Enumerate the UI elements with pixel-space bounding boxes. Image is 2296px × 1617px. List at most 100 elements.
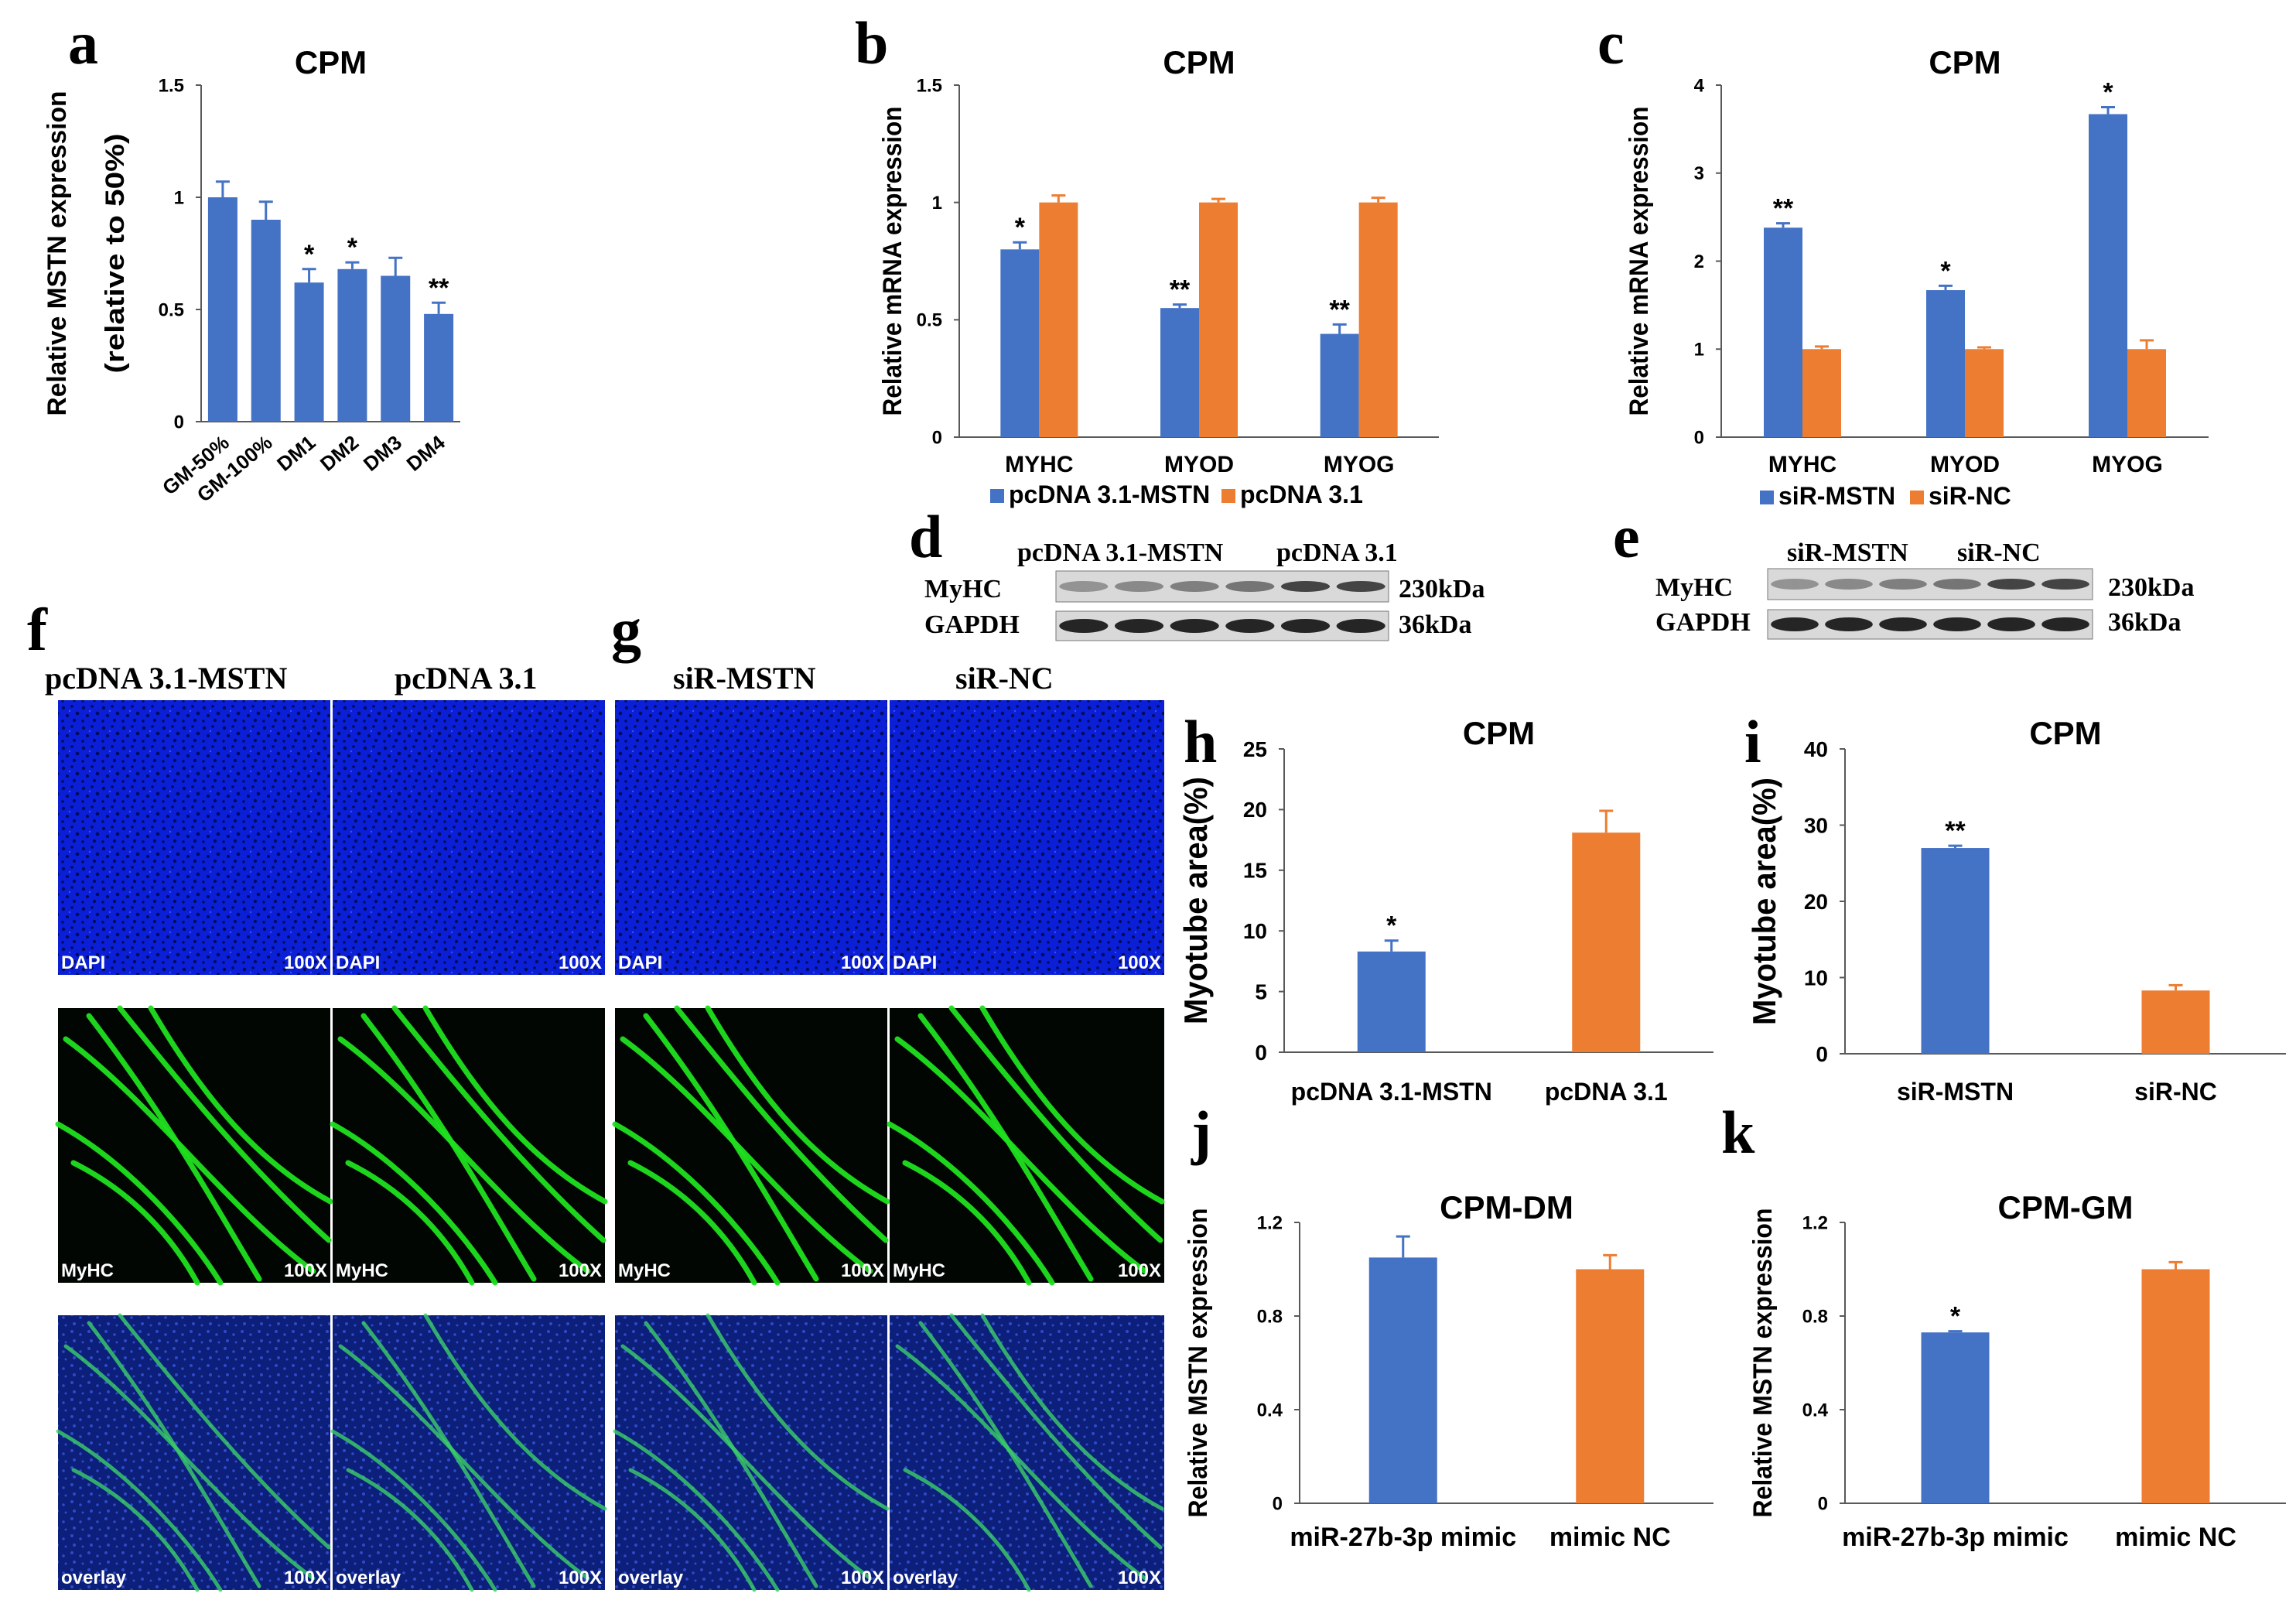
magnification-label: 100X	[841, 952, 884, 973]
significance-marker: **	[1170, 275, 1191, 305]
y-tick-label: 1.5	[159, 75, 184, 96]
molecular-weight-label: 230kDa	[2108, 573, 2194, 602]
y-axis-label: Relative mRNA expression	[1625, 107, 1654, 416]
bar	[1576, 1269, 1645, 1503]
blot-band	[1771, 617, 1819, 631]
x-tick-label: siR-MSTN	[1897, 1078, 2014, 1106]
myotube	[894, 1036, 1148, 1274]
panel-letter: d	[909, 503, 942, 570]
micrograph-image	[890, 1008, 1164, 1283]
blot-band	[1879, 617, 1927, 631]
legend-swatch	[1221, 489, 1235, 503]
bar	[1199, 202, 1238, 437]
y-tick-label: 1.2	[1257, 1212, 1283, 1233]
y-tick-label: 1.2	[1802, 1212, 1828, 1233]
magnification-label: 100X	[559, 1260, 602, 1281]
myotube	[980, 1313, 1164, 1511]
magnification-label: 100X	[841, 1567, 884, 1588]
myotube	[887, 1121, 1055, 1286]
magnification-label: 100X	[1118, 1260, 1161, 1281]
blot-strip	[1055, 570, 1389, 603]
stain-label: DAPI	[336, 952, 380, 973]
myotube	[613, 1429, 780, 1592]
panel-letter: k	[1721, 1099, 1755, 1166]
bar	[1357, 951, 1426, 1052]
micrograph-image	[615, 1315, 887, 1590]
myotube	[895, 1344, 1147, 1581]
myotube-fibers	[55, 1005, 333, 1286]
micrograph-image	[615, 700, 887, 975]
y-tick-label: 15	[1243, 859, 1267, 883]
myotube	[620, 1344, 873, 1581]
chart-title: CPM	[1463, 715, 1535, 751]
x-tick-label: DM4	[402, 430, 450, 476]
bar	[1368, 1257, 1437, 1503]
blot-band	[1225, 619, 1275, 633]
molecular-weight-label: 36kDa	[2108, 608, 2181, 637]
significance-marker: **	[429, 273, 449, 303]
blot-row-label: GAPDH	[924, 610, 1020, 639]
y-tick-label: 3	[1694, 163, 1704, 184]
blot-band	[1114, 581, 1164, 592]
panel-letter: b	[855, 9, 888, 77]
bar	[1764, 227, 1802, 437]
chart-title: CPM-DM	[1440, 1189, 1573, 1226]
blot-group-label: pcDNA 3.1-MSTN	[1017, 538, 1224, 567]
y-tick-label: 10	[1243, 919, 1267, 943]
stain-label: DAPI	[893, 952, 937, 973]
magnification-label: 100X	[559, 952, 602, 973]
y-axis-label: Relative mRNA expression	[878, 107, 907, 416]
micrograph-image	[333, 1315, 605, 1590]
significance-marker: *	[1940, 256, 1951, 285]
significance-marker: **	[1945, 816, 1966, 846]
western-blot-panels: d pcDNA 3.1-MSTN pcDNA 3.1 MyHC 230kDa GAPDH 3…	[909, 503, 2194, 641]
myotube	[330, 1121, 498, 1286]
significance-marker: *	[2103, 77, 2113, 107]
panel-letter: i	[1744, 708, 1761, 775]
significance-marker: *	[304, 240, 315, 269]
chart-k: k CPM-GM 0 0.4 0.8 1.2 Relative MSTN expressio…	[1721, 1099, 2286, 1552]
myotube	[422, 1005, 608, 1205]
y-tick-label: 0	[1694, 427, 1704, 448]
panel-letter: h	[1184, 708, 1217, 775]
micrograph-g: g siR-MSTN DAPI 100X MyHC 100X overlay 100X siR-…	[611, 596, 1165, 1592]
y-tick-label: 0.4	[1257, 1400, 1283, 1420]
panel-letter: a	[68, 9, 98, 77]
magnification-label: 100X	[1118, 952, 1161, 973]
myotube	[337, 1036, 591, 1274]
myotube	[643, 1013, 819, 1282]
stain-label: MyHC	[618, 1260, 671, 1281]
myotube-fibers	[330, 1005, 608, 1286]
y-tick-label: 0.5	[917, 310, 942, 331]
panel-letter: e	[1613, 503, 1640, 570]
blot-band	[2041, 579, 2089, 590]
blot-band	[1280, 581, 1331, 592]
y-tick-label: 1	[1694, 340, 1704, 361]
micrograph-image	[58, 1315, 330, 1590]
stain-label: MyHC	[893, 1260, 945, 1281]
y-tick-label: 0.8	[1802, 1306, 1828, 1327]
blot-band	[1825, 617, 1873, 631]
myotube	[979, 1005, 1165, 1205]
x-tick-label: MYOD	[1164, 452, 1234, 477]
myotube	[620, 1036, 873, 1274]
significance-marker: *	[1386, 911, 1397, 941]
myotube	[56, 1429, 223, 1592]
legend-swatch	[1760, 491, 1774, 504]
myotube	[423, 1313, 607, 1511]
y-axis-label: Relative MSTN expression	[43, 91, 72, 416]
y-axis-label: Myotube area(%)	[1177, 777, 1214, 1024]
bar	[1572, 832, 1641, 1052]
y-tick-label: 0	[174, 412, 184, 432]
y-tick-label: 5	[1255, 979, 1267, 1003]
molecular-weight-label: 36kDa	[1399, 610, 1471, 639]
magnification-label: 100X	[284, 1260, 327, 1281]
blot-band	[1825, 579, 1873, 590]
y-axis-label: (relative to 50%)	[101, 134, 130, 374]
myotube	[627, 1160, 757, 1286]
y-tick-label: 1	[932, 193, 942, 214]
myotube	[917, 1013, 1094, 1282]
micrograph-image	[890, 1315, 1164, 1590]
